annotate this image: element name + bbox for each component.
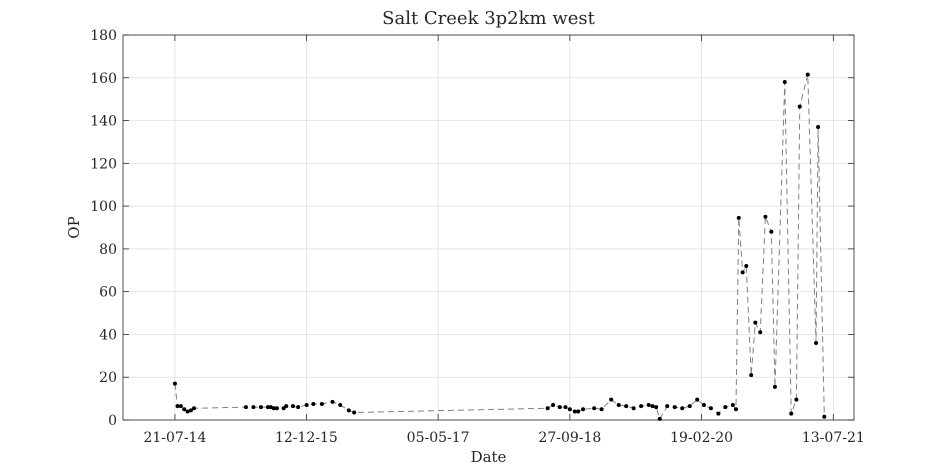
- data-point: [551, 403, 556, 408]
- x-axis-label: Date: [471, 448, 507, 466]
- data-point: [268, 405, 273, 410]
- data-point: [599, 407, 604, 412]
- data-point: [753, 320, 758, 325]
- data-point: [616, 403, 621, 408]
- data-point: [338, 403, 343, 408]
- data-point: [296, 405, 301, 410]
- data-point: [763, 214, 768, 219]
- x-tick-label: 05-05-17: [407, 430, 470, 446]
- data-point: [624, 404, 629, 409]
- data-point: [814, 341, 819, 345]
- data-point: [182, 407, 187, 412]
- data-point: [744, 264, 749, 268]
- data-point: [797, 104, 802, 109]
- data-point: [185, 409, 190, 414]
- data-point: [265, 405, 270, 410]
- y-tick-label: 60: [99, 285, 117, 301]
- data-point: [572, 409, 577, 414]
- x-tick-label: 19-02-20: [670, 430, 733, 446]
- data-point: [274, 406, 279, 411]
- data-point: [557, 405, 562, 410]
- data-point: [271, 406, 276, 411]
- data-point: [740, 270, 745, 275]
- data-point: [822, 414, 827, 419]
- plot-frame: [122, 34, 855, 421]
- data-point: [736, 215, 741, 220]
- data-point: [631, 406, 636, 411]
- data-point: [730, 403, 735, 408]
- data-point: [805, 72, 810, 77]
- data-point: [346, 408, 351, 413]
- data-point: [758, 330, 763, 335]
- data-point: [723, 405, 728, 410]
- data-point: [716, 411, 721, 416]
- data-point: [654, 405, 659, 410]
- data-point: [789, 411, 794, 416]
- data-point: [581, 407, 586, 412]
- grid-lines: [123, 34, 854, 421]
- data-point: [175, 404, 180, 409]
- y-tick-label: 20: [99, 370, 117, 386]
- data-point: [545, 406, 550, 411]
- data-point: [687, 404, 692, 409]
- data-point: [352, 410, 357, 415]
- axis-ticks: 0 20 40 60 80 100 120 140 160 180 21-07-14 12-12-15…: [90, 28, 865, 446]
- y-tick-label: 120: [90, 156, 117, 172]
- data-point: [311, 401, 316, 406]
- x-tick-label: 12-12-15: [275, 430, 338, 446]
- data-point: [639, 404, 644, 409]
- data-point: [646, 403, 651, 408]
- x-tick-label: 27-09-18: [538, 430, 601, 446]
- data-point: [708, 406, 713, 411]
- x-tick-label: 21-07-14: [143, 430, 206, 446]
- y-axis-label: OP: [65, 216, 83, 238]
- data-point: [733, 407, 738, 412]
- y-tick-label: 180: [90, 28, 117, 44]
- data-point: [701, 403, 706, 408]
- y-tick-label: 100: [90, 199, 117, 215]
- data-point: [243, 405, 248, 410]
- x-tick-label: 13-07-21: [802, 430, 865, 446]
- data-point: [284, 404, 289, 409]
- data-point: [258, 405, 263, 410]
- data-point: [178, 404, 183, 409]
- y-tick-label: 140: [90, 114, 117, 130]
- data-point: [782, 80, 787, 85]
- chart-title: Salt Creek 3p2km west: [382, 8, 596, 29]
- data-point: [251, 405, 256, 410]
- data-point: [609, 397, 614, 402]
- series-line: [174, 74, 825, 421]
- data-point: [188, 408, 193, 413]
- data-point: [816, 124, 821, 129]
- data-point: [794, 397, 799, 402]
- data-point: [650, 404, 655, 409]
- data-point: [290, 404, 295, 409]
- data-point: [657, 416, 662, 421]
- data-point: [665, 404, 670, 409]
- data-point: [680, 406, 685, 411]
- data-point: [319, 401, 324, 406]
- data-point: [567, 407, 572, 412]
- data-point: [749, 373, 754, 378]
- data-point: [304, 403, 309, 408]
- data-point: [772, 384, 777, 389]
- data-point: [192, 406, 197, 411]
- y-tick-label: 40: [99, 327, 117, 343]
- data-point: [695, 397, 700, 402]
- y-tick-label: 0: [108, 413, 117, 429]
- data-point: [592, 406, 597, 411]
- data-point: [330, 399, 335, 404]
- data-point: [172, 381, 177, 386]
- data-point: [769, 229, 774, 234]
- data-point: [563, 405, 568, 410]
- data-point: [672, 405, 677, 410]
- y-tick-label: 80: [99, 242, 117, 258]
- y-tick-label: 160: [90, 71, 117, 87]
- data-point: [576, 409, 581, 414]
- series-layer: [172, 72, 827, 421]
